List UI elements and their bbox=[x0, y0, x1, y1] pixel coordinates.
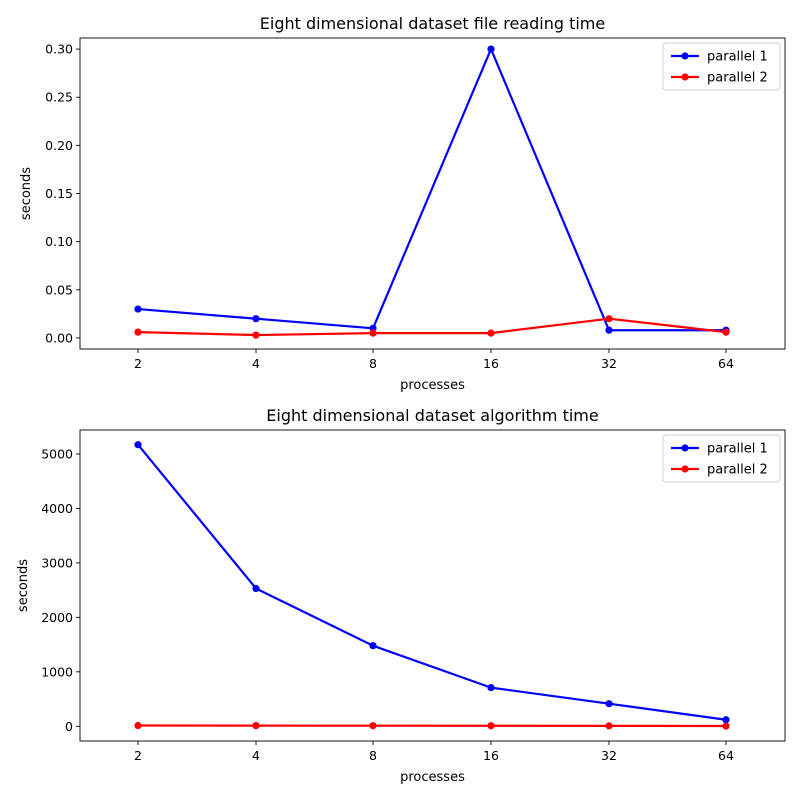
chart-title: Eight dimensional dataset file reading t… bbox=[260, 14, 605, 33]
chart-panel-2: Eight dimensional dataset algorithm time… bbox=[16, 406, 786, 785]
data-point bbox=[252, 315, 260, 323]
data-point bbox=[252, 721, 260, 730]
data-point bbox=[369, 722, 377, 730]
y-tick-label: 1000 bbox=[41, 664, 73, 679]
data-point bbox=[252, 331, 260, 339]
x-axis-label: processes bbox=[400, 770, 465, 785]
data-point bbox=[134, 441, 142, 449]
data-point bbox=[134, 721, 142, 730]
x-axis-label: processes bbox=[400, 378, 465, 393]
x-tick-label: 4 bbox=[252, 356, 260, 371]
data-point bbox=[487, 45, 495, 53]
y-tick-label: 5000 bbox=[41, 446, 73, 461]
data-point bbox=[605, 315, 613, 323]
legend-box bbox=[662, 42, 781, 91]
data-point bbox=[252, 584, 260, 593]
y-tick-label: 0 bbox=[65, 719, 73, 734]
y-tick-label: 2000 bbox=[41, 610, 73, 625]
legend-label: parallel 1 bbox=[707, 50, 768, 65]
data-point bbox=[487, 329, 495, 337]
data-point bbox=[369, 329, 377, 337]
data-point bbox=[487, 722, 495, 730]
y-tick-label: 0.05 bbox=[45, 282, 73, 297]
x-tick-label: 2 bbox=[134, 356, 142, 371]
data-point bbox=[605, 700, 613, 708]
x-tick-label: 4 bbox=[252, 748, 260, 763]
x-tick-label: 8 bbox=[369, 356, 377, 371]
y-axis-label: seconds bbox=[19, 167, 34, 220]
x-tick-label: 16 bbox=[483, 748, 499, 763]
data-point bbox=[722, 328, 730, 336]
legend-box bbox=[662, 434, 781, 483]
chart-title: Eight dimensional dataset algorithm time bbox=[266, 406, 598, 425]
x-tick-label: 8 bbox=[369, 748, 377, 763]
legend-label: parallel 2 bbox=[707, 71, 768, 86]
y-tick-label: 3000 bbox=[41, 555, 73, 570]
legend-label: parallel 2 bbox=[707, 463, 768, 478]
y-axis-label: seconds bbox=[16, 559, 31, 612]
legend-marker bbox=[681, 73, 689, 81]
data-point bbox=[134, 328, 142, 336]
chart-panel-1: Eight dimensional dataset file reading t… bbox=[19, 14, 786, 393]
legend-marker bbox=[681, 465, 689, 473]
legend-label: parallel 1 bbox=[707, 442, 768, 457]
y-tick-label: 0.30 bbox=[45, 42, 73, 57]
x-tick-label: 32 bbox=[601, 748, 617, 763]
y-tick-label: 0.00 bbox=[45, 330, 73, 345]
data-point bbox=[722, 716, 730, 724]
legend-marker bbox=[681, 52, 689, 60]
y-tick-label: 0.20 bbox=[45, 138, 73, 153]
x-tick-label: 64 bbox=[718, 356, 734, 371]
y-tick-label: 0.10 bbox=[45, 234, 73, 249]
x-tick-label: 16 bbox=[483, 356, 499, 371]
x-tick-label: 2 bbox=[134, 748, 142, 763]
legend-marker bbox=[681, 444, 689, 452]
legend: parallel 1 parallel 2 bbox=[662, 42, 781, 91]
data-point bbox=[369, 642, 377, 650]
y-tick-label: 4000 bbox=[41, 501, 73, 516]
data-point bbox=[134, 305, 142, 313]
legend: parallel 1 parallel 2 bbox=[662, 434, 781, 483]
x-tick-label: 32 bbox=[601, 356, 617, 371]
y-tick-label: 0.15 bbox=[45, 186, 73, 201]
plot-frame bbox=[79, 429, 786, 742]
data-point bbox=[605, 326, 613, 334]
series-line-2 bbox=[137, 317, 727, 337]
x-tick-label: 64 bbox=[718, 748, 734, 763]
series-line-1 bbox=[137, 47, 726, 332]
y-tick-label: 0.25 bbox=[45, 90, 73, 105]
data-point bbox=[722, 722, 730, 730]
data-point bbox=[487, 684, 495, 692]
series-line-1 bbox=[137, 444, 727, 721]
data-point bbox=[605, 722, 613, 730]
